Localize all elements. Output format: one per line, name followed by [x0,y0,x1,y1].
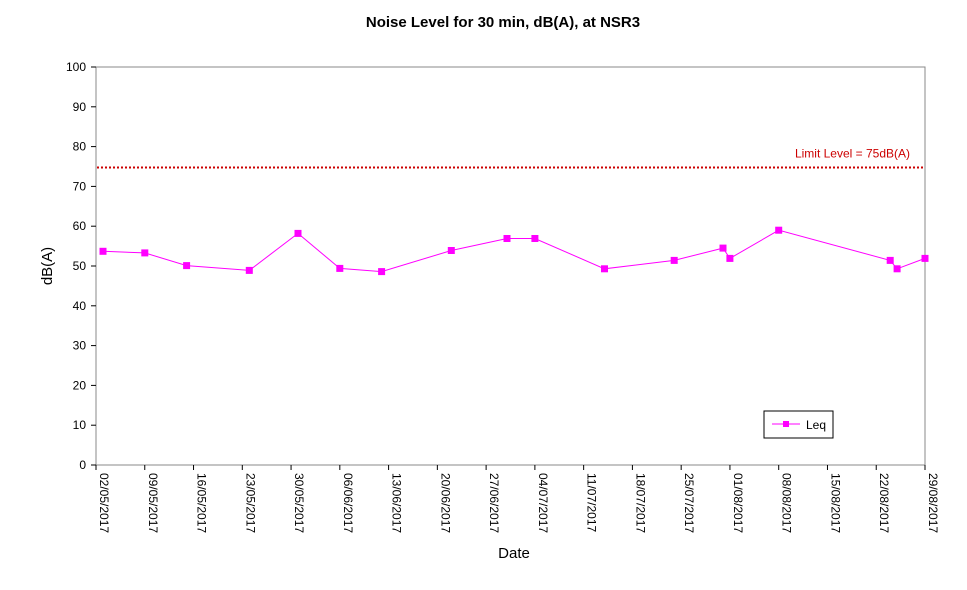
x-tick-label: 20/06/2017 [438,473,452,533]
x-tick-label: 11/07/2017 [585,473,599,532]
legend: Leq [763,410,834,439]
y-tick-label: 10 [73,418,87,432]
y-tick-label: 70 [73,179,87,193]
y-tick-label: 100 [66,60,86,74]
data-point [886,256,894,264]
data-point [378,268,386,276]
legend-marker-leq [783,421,789,427]
y-tick-label: 90 [73,100,87,114]
data-point [775,226,783,234]
y-tick-label: 60 [73,219,87,233]
y-axis-label: dB(A) [39,247,56,285]
data-point [726,254,734,262]
data-point [531,235,539,242]
y-axis: 0 10 20 30 40 50 60 70 80 90 100 [66,60,96,472]
y-tick-label: 0 [79,458,86,472]
series-markers-leq [99,226,929,276]
chart-title: Noise Level for 30 min, dB(A), at NSR3 [366,14,640,31]
x-axis: 02/05/2017 09/05/2017 16/05/2017 23/05/2017… [95,465,940,533]
x-tick-label: 30/05/2017 [292,473,306,533]
y-tick-label: 30 [73,339,87,353]
data-point [99,247,107,255]
x-tick-label: 04/07/2017 [536,473,550,533]
data-point [670,256,678,264]
data-point [893,265,901,273]
x-tick-label: 08/08/2017 [780,473,794,533]
data-point [921,254,929,262]
x-tick-label: 01/08/2017 [731,473,745,533]
data-point [141,249,149,257]
x-tick-label: 23/05/2017 [243,473,257,533]
data-point [447,247,455,254]
y-tick-label: 80 [73,140,87,154]
data-point [245,266,253,274]
x-tick-label: 16/05/2017 [195,473,209,533]
data-point [719,244,727,252]
x-tick-label: 15/08/2017 [828,473,842,533]
series-line-leq [102,229,926,273]
x-axis-label: Date [498,545,530,562]
data-point [294,229,302,237]
x-tick-label: 18/07/2017 [633,473,647,533]
data-point [336,264,344,272]
data-point [183,262,191,270]
x-tick-label: 27/06/2017 [487,473,501,533]
y-tick-label: 40 [73,299,87,313]
x-tick-label: 29/08/2017 [926,473,940,533]
x-tick-label: 13/06/2017 [390,473,404,533]
limit-level-label: Limit Level = 75dB(A) [795,147,910,161]
data-point [601,265,608,273]
legend-label-leq: Leq [806,418,826,432]
y-tick-label: 50 [73,259,87,273]
y-tick-label: 20 [73,378,87,392]
x-tick-label: 02/05/2017 [97,473,111,533]
data-point [503,235,511,242]
x-tick-label: 06/06/2017 [341,473,355,533]
x-tick-label: 09/05/2017 [146,473,160,533]
plot-area [95,66,926,466]
x-tick-label: 25/07/2017 [682,473,696,533]
x-tick-label: 22/08/2017 [877,473,891,533]
